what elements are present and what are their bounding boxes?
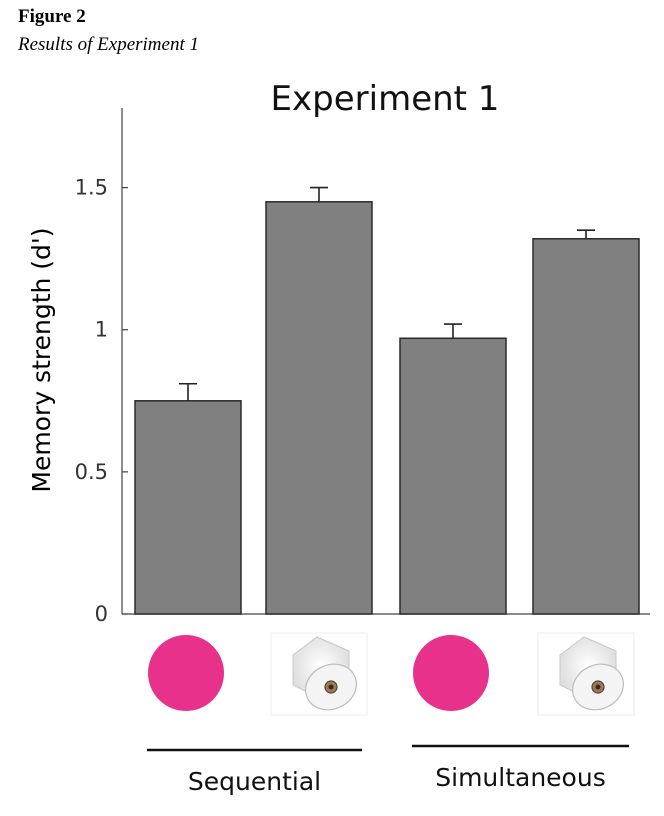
paper-roll-icon bbox=[270, 632, 368, 716]
bar bbox=[134, 400, 242, 615]
figure-label: Figure 2 bbox=[18, 6, 86, 27]
paper-roll-icon bbox=[537, 632, 635, 716]
pink-circle-icon bbox=[148, 635, 224, 711]
y-tick-label: 0 bbox=[95, 602, 108, 626]
y-tick-label: 1.5 bbox=[75, 176, 108, 200]
bar bbox=[399, 337, 507, 615]
y-tick-label: 0.5 bbox=[75, 460, 108, 484]
y-tick-label: 1 bbox=[95, 318, 108, 342]
group-label: Sequential bbox=[188, 767, 321, 796]
roll-hole bbox=[328, 684, 334, 690]
bar bbox=[265, 201, 373, 615]
circle-shape bbox=[413, 635, 489, 711]
group-label: Simultaneous bbox=[435, 763, 605, 792]
pink-circle-icon bbox=[413, 635, 489, 711]
chart-title: Experiment 1 bbox=[271, 79, 500, 119]
figure-caption: Results of Experiment 1 bbox=[18, 34, 199, 55]
roll-hole bbox=[595, 684, 601, 690]
y-axis-label: Memory strength (d') bbox=[27, 227, 56, 492]
bar bbox=[532, 238, 640, 615]
circle-shape bbox=[148, 635, 224, 711]
